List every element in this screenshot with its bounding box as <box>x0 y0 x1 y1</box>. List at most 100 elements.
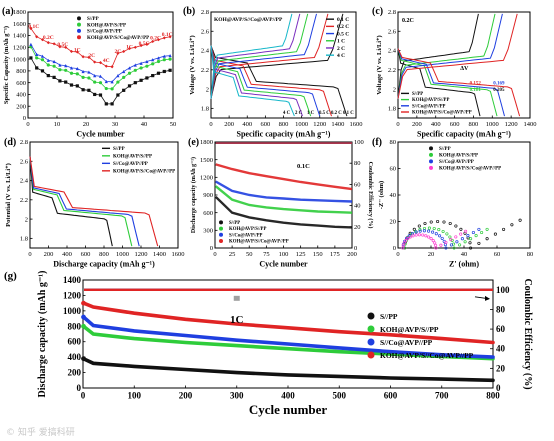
legend-entry: S//PP <box>229 221 240 226</box>
legend-entry: 2 C <box>337 46 345 52</box>
y-tick-label: 2.6 <box>20 158 29 165</box>
y-tick-label: 0 <box>23 115 26 122</box>
data-point <box>139 78 143 82</box>
legend-entry: KOH@AVP/S//PP <box>439 154 478 159</box>
legend-entry: S//Co@AVP//PP <box>229 233 262 238</box>
y-tick-label: 300 <box>203 228 213 235</box>
data-point <box>64 45 68 49</box>
y-tick-label: 1200 <box>63 290 82 300</box>
legend-marker <box>77 35 81 40</box>
data-point <box>485 237 489 241</box>
rate-end-label: 2 C <box>295 111 303 116</box>
x-tick-label: 0 <box>26 121 29 128</box>
y-tick-label: 1.8 <box>388 106 396 113</box>
legend-marker <box>367 325 375 333</box>
data-point <box>81 55 85 59</box>
y-tick-label: 2.8 <box>20 139 28 146</box>
y2-tick-label: 40 <box>354 203 361 210</box>
panel-g: 0 100 200 300 400 500 600 700 800020040060080010… <box>4 270 533 417</box>
data-point <box>444 240 448 244</box>
x-tick-label: 500 <box>333 391 347 401</box>
data-point <box>168 57 172 61</box>
legend-entry: S//PP <box>113 147 125 152</box>
panel-d: 0 200 400 600 800 1000 1200 1400 1600 1.8 2 2.2 2.4 2… <box>4 137 185 269</box>
y-tick-label: 2.4 <box>201 48 210 55</box>
y-tick-label: 20 <box>390 219 397 226</box>
data-point <box>122 88 126 92</box>
y2-tick-label: 20 <box>354 224 361 231</box>
data-point <box>418 229 422 233</box>
data-point <box>64 68 68 72</box>
y-tick-label: 0 <box>393 245 396 252</box>
data-point <box>431 239 435 243</box>
y-tick-label: 1600 <box>13 21 26 28</box>
x-tick-label: 700 <box>435 391 449 401</box>
legend-entry: KOH@AVP/S//Co@AVP//PP <box>229 240 289 245</box>
data-point <box>468 241 472 245</box>
y2-tick-label: 100 <box>496 285 510 295</box>
x-tick-label: 0 <box>209 121 212 128</box>
x-axis-label: Cycle number <box>259 260 308 269</box>
data-point <box>404 239 408 243</box>
panel-b: 0 200 400 600 800 1000 1200 1400 1600 1.8 2 2.2 2.4 2… <box>183 6 363 139</box>
data-point <box>110 80 114 84</box>
y-tick-label: 1800 <box>200 139 213 146</box>
y-tick-label: 200 <box>68 368 82 378</box>
data-point <box>64 80 68 84</box>
x-tick-label: 1000 <box>295 121 308 128</box>
discharge-curve <box>210 45 332 117</box>
data-point <box>35 66 39 70</box>
rate-end-label: 0.2 C <box>331 111 342 116</box>
panel-f: 0 20 40 60 80 0 20 40 60 80 Z' (ohm) -Z'' (ohm) (f) S… <box>372 137 533 269</box>
legend-entry: KOH@AVP/S//Co@AVP//PP <box>439 167 501 172</box>
data-point <box>463 240 467 244</box>
data-point <box>145 42 149 46</box>
plot-frame-g <box>82 279 494 389</box>
data-point <box>458 243 462 247</box>
data-point <box>151 58 155 62</box>
capacity-series <box>215 163 353 191</box>
legend-marker <box>429 159 433 164</box>
data-point <box>116 51 120 55</box>
charge-curve <box>210 13 329 99</box>
x-tick-label: 175 <box>330 251 340 258</box>
y-tick-label: 60 <box>390 166 397 173</box>
data-point <box>40 69 45 73</box>
legend-entry: 0.5 C <box>337 31 349 37</box>
data-point <box>156 56 161 60</box>
data-point <box>93 74 97 78</box>
data-point <box>474 234 478 238</box>
data-point <box>440 236 444 240</box>
data-point <box>58 68 62 72</box>
x-tick-label: 25 <box>229 251 236 258</box>
x-tick-label: 1400 <box>153 251 166 258</box>
data-point <box>168 35 172 39</box>
rate-label: 2C <box>115 49 122 55</box>
data-point <box>116 74 120 78</box>
legend-entry: S//PP <box>412 92 423 97</box>
data-point <box>98 81 103 85</box>
y-tick-label: 1400 <box>13 33 26 40</box>
y-tick-label: 2.4 <box>388 48 397 55</box>
x-tick-label: 800 <box>486 391 500 401</box>
data-point <box>434 246 438 250</box>
y-tick-label: 1400 <box>63 275 82 285</box>
data-point <box>122 49 126 54</box>
x-tick-label: 100 <box>279 251 289 258</box>
data-point <box>432 226 436 231</box>
data-point <box>434 243 438 247</box>
panel-label-c: (c) <box>372 6 383 17</box>
x-tick-label: 200 <box>224 121 234 128</box>
legend-marker <box>77 28 81 33</box>
data-point <box>46 41 50 45</box>
data-point <box>93 60 97 64</box>
y-tick-label: 600 <box>68 337 82 347</box>
data-point <box>408 235 412 239</box>
delta-v-label: ΔV <box>460 66 469 72</box>
legend-marker <box>77 22 81 27</box>
data-point <box>455 240 459 244</box>
data-point <box>127 66 132 70</box>
data-point <box>162 58 166 62</box>
x-tick-label: 400 <box>281 391 295 401</box>
legend-marker <box>429 152 433 157</box>
